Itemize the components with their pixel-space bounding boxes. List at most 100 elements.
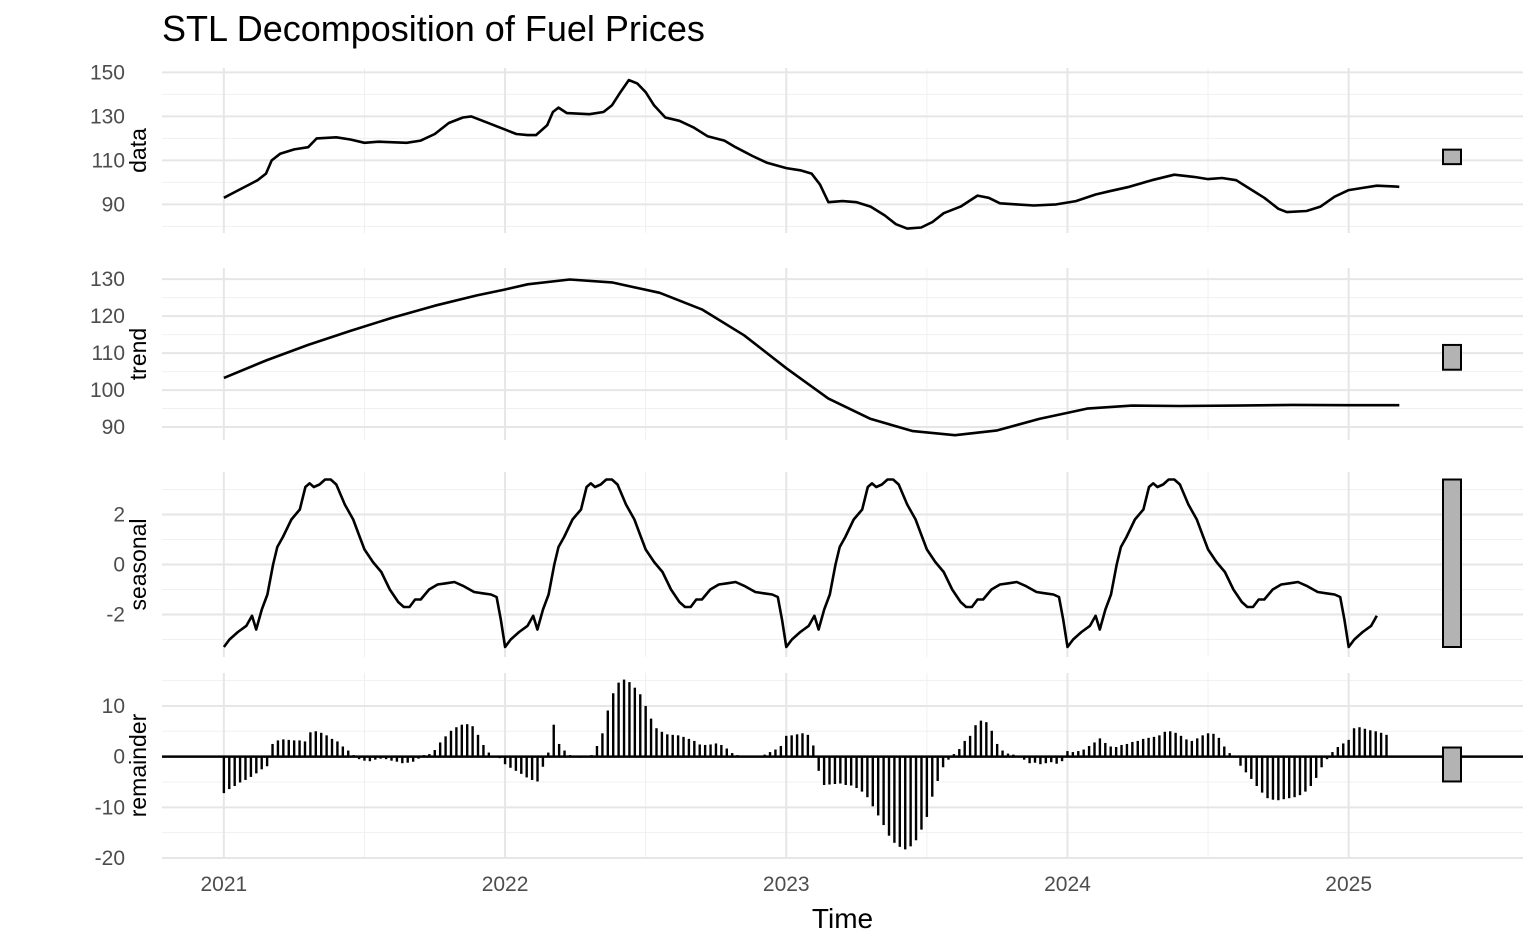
remainder-bar (1131, 741, 1134, 757)
remainder-bar (249, 756, 253, 777)
remainder-bar (687, 738, 691, 757)
remainder-bar (1379, 732, 1383, 757)
x-tick-label: 2021 (201, 873, 248, 896)
remainder-bar (866, 756, 869, 798)
remainder-bar (1266, 756, 1269, 799)
remainder-bar (411, 756, 415, 762)
remainder-bar (1298, 756, 1302, 796)
remainder-bar (487, 752, 491, 757)
remainder-bar (666, 734, 669, 757)
remainder-bar (1152, 736, 1156, 757)
remainder-bar (530, 756, 534, 780)
remainder-bar (1228, 753, 1231, 757)
remainder-bar (255, 756, 258, 774)
remainder-bar (536, 756, 539, 782)
remainder-bar (466, 724, 469, 757)
data-range-bar (1442, 148, 1462, 166)
remainder-bar (1304, 756, 1307, 792)
x-tick-label: 2024 (1044, 873, 1091, 896)
remainder-bar (698, 744, 701, 757)
remainder-bar (330, 738, 334, 757)
remainder-y-tick-label: -10 (95, 796, 125, 819)
remainder-bar (1260, 756, 1264, 793)
remainder-bar (931, 756, 934, 797)
remainder-y-tick-label: 10 (102, 695, 125, 718)
remainder-bar (709, 744, 712, 757)
remainder-bar (309, 732, 312, 757)
remainder-bar (703, 744, 707, 757)
remainder-axis-label: remainder (125, 713, 151, 817)
remainder-bar (476, 734, 480, 757)
data-axis-label: data (125, 128, 151, 173)
remainder-bar (1347, 739, 1350, 757)
remainder-bar (693, 740, 696, 757)
remainder-bar (676, 735, 680, 757)
remainder-bar (282, 739, 285, 757)
remainder-bar (1363, 728, 1367, 757)
remainder-bar (779, 745, 783, 757)
remainder-bar (839, 756, 842, 784)
remainder-bar (1169, 731, 1172, 757)
remainder-bar (671, 734, 674, 757)
data-y-tick-label: 130 (90, 105, 125, 128)
remainder-bar (855, 756, 858, 789)
remainder-bar (455, 727, 458, 757)
remainder-bar (320, 732, 323, 757)
remainder-bar (406, 756, 409, 763)
remainder-bar (612, 693, 615, 757)
remainder-bar (1087, 745, 1091, 757)
remainder-bar (1060, 756, 1064, 762)
remainder-bar (1255, 756, 1258, 787)
remainder-bar (1033, 756, 1037, 763)
remainder-bar (639, 694, 642, 757)
remainder-bar (1358, 727, 1361, 757)
remainder-bar (622, 679, 626, 757)
remainder-y-tick-label: -20 (95, 847, 125, 870)
remainder-bar (995, 743, 999, 757)
remainder-bar (1282, 756, 1285, 800)
remainder-bar (1028, 756, 1031, 764)
remainder-bar (730, 753, 734, 757)
remainder-bar (849, 756, 853, 786)
remainder-bar (979, 720, 983, 757)
remainder-bar (920, 756, 923, 830)
remainder-bar (1250, 756, 1253, 779)
remainder-bar (1287, 756, 1291, 799)
remainder-bar (1006, 753, 1010, 757)
remainder-bar (941, 756, 945, 768)
remainder-bar (1212, 733, 1215, 757)
remainder-bar (1066, 751, 1069, 757)
remainder-bar (1244, 756, 1248, 773)
remainder-bar (936, 756, 939, 781)
remainder-bar (222, 756, 226, 794)
remainder-bar (720, 744, 723, 757)
remainder-bar (1342, 743, 1345, 757)
x-tick-label: 2023 (763, 873, 810, 896)
remainder-bar (871, 756, 874, 807)
remainder-bar (1120, 744, 1123, 757)
remainder-bar (438, 742, 442, 757)
remainder-bar (795, 734, 799, 757)
trend-y-tick-label: 100 (90, 379, 125, 402)
x-axis-label: Time (812, 903, 873, 934)
remainder-bar (1044, 756, 1048, 764)
remainder-bar (1217, 737, 1221, 757)
remainder-bar (509, 756, 512, 768)
remainder-bar (682, 736, 685, 757)
remainder-bar (860, 756, 864, 792)
remainder-bar (547, 752, 550, 757)
remainder-bar (1147, 737, 1150, 757)
remainder-bar (1179, 735, 1183, 757)
remainder-bar (822, 756, 826, 786)
trend-y-tick-label: 130 (90, 268, 125, 291)
remainder-bar (914, 756, 918, 841)
remainder-bar (298, 740, 301, 757)
remainder-bar (1239, 756, 1242, 766)
remainder-bar (271, 743, 274, 757)
trend-y-tick-label: 120 (90, 305, 125, 328)
data-series-line (223, 78, 1400, 230)
remainder-bar (1050, 756, 1053, 763)
remainder-bar (882, 756, 885, 826)
